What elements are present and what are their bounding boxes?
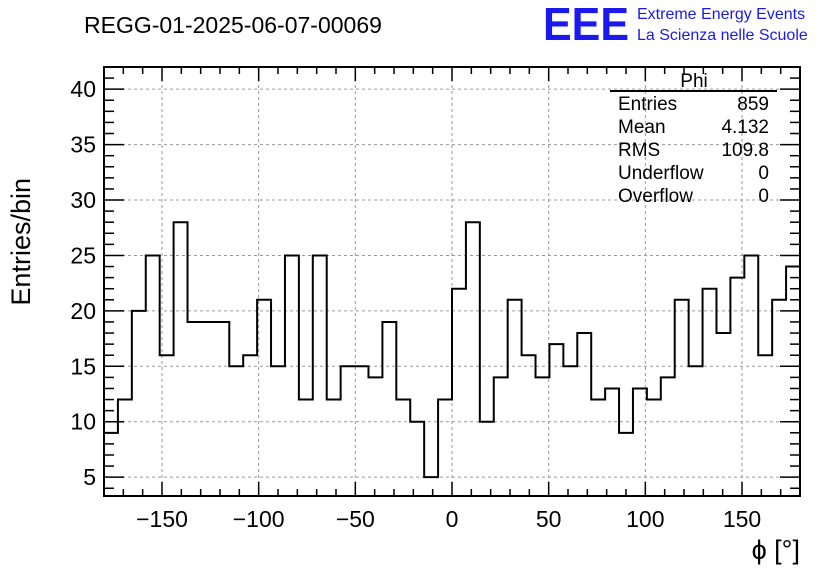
stats-row-label: Mean <box>618 117 666 138</box>
x-tick-label: 0 <box>446 506 459 532</box>
y-tick-label: 40 <box>70 76 96 102</box>
y-tick-label: 25 <box>70 242 96 268</box>
stats-row-value: 0 <box>758 186 769 207</box>
stats-rows: Entries 859 Mean 4.132 RMS 109.8 Underflow 0 Ove… <box>618 94 769 207</box>
x-tick-label: −150 <box>136 506 188 532</box>
y-tick-labels: 5 10 15 20 25 30 35 40 <box>70 76 96 490</box>
x-tick-label: −50 <box>336 506 375 532</box>
x-tick-label: 50 <box>536 506 562 532</box>
stats-row-value: 859 <box>737 94 769 115</box>
eee-logo: EEE Extreme Energy Events La Scienza nel… <box>543 0 808 50</box>
y-axis-title: Entries/bin <box>6 178 36 306</box>
x-tick-label: 100 <box>626 506 664 532</box>
stats-box: Phi Entries 859 Mean 4.132 RMS 109.8 Underflow… <box>610 71 777 207</box>
x-tick-labels: −150 −100 −50 0 50 100 150 <box>136 506 761 532</box>
x-axis-title: ϕ [°] <box>752 535 800 565</box>
logo-line-1: Extreme Energy Events <box>637 6 805 23</box>
stats-row-value: 4.132 <box>721 117 769 138</box>
y-tick-label: 20 <box>70 298 96 324</box>
y-tick-label: 5 <box>83 464 96 490</box>
stats-row-label: Entries <box>618 94 677 115</box>
y-tick-label: 30 <box>70 187 96 213</box>
stats-name: Phi <box>680 71 707 92</box>
y-tick-label: 10 <box>70 409 96 435</box>
plot-frame <box>103 66 801 497</box>
y-tick-label: 15 <box>70 353 96 379</box>
chart-title: REGG-01-2025-06-07-00069 <box>84 12 382 38</box>
histogram-line <box>104 221 800 479</box>
stats-row-label: RMS <box>618 140 660 161</box>
logo-line-2: La Scienza nelle Scuole <box>637 27 808 44</box>
grid <box>104 67 800 496</box>
axis-ticks <box>104 66 801 496</box>
y-tick-label: 35 <box>70 132 96 158</box>
eee-logo-mark: EEE <box>543 0 629 50</box>
stats-row-label: Overflow <box>618 186 693 207</box>
x-tick-label: 150 <box>723 506 761 532</box>
stats-row-label: Underflow <box>618 163 704 184</box>
stats-row-value: 109.8 <box>721 140 769 161</box>
stats-row-value: 0 <box>758 163 769 184</box>
x-tick-label: −100 <box>233 506 285 532</box>
